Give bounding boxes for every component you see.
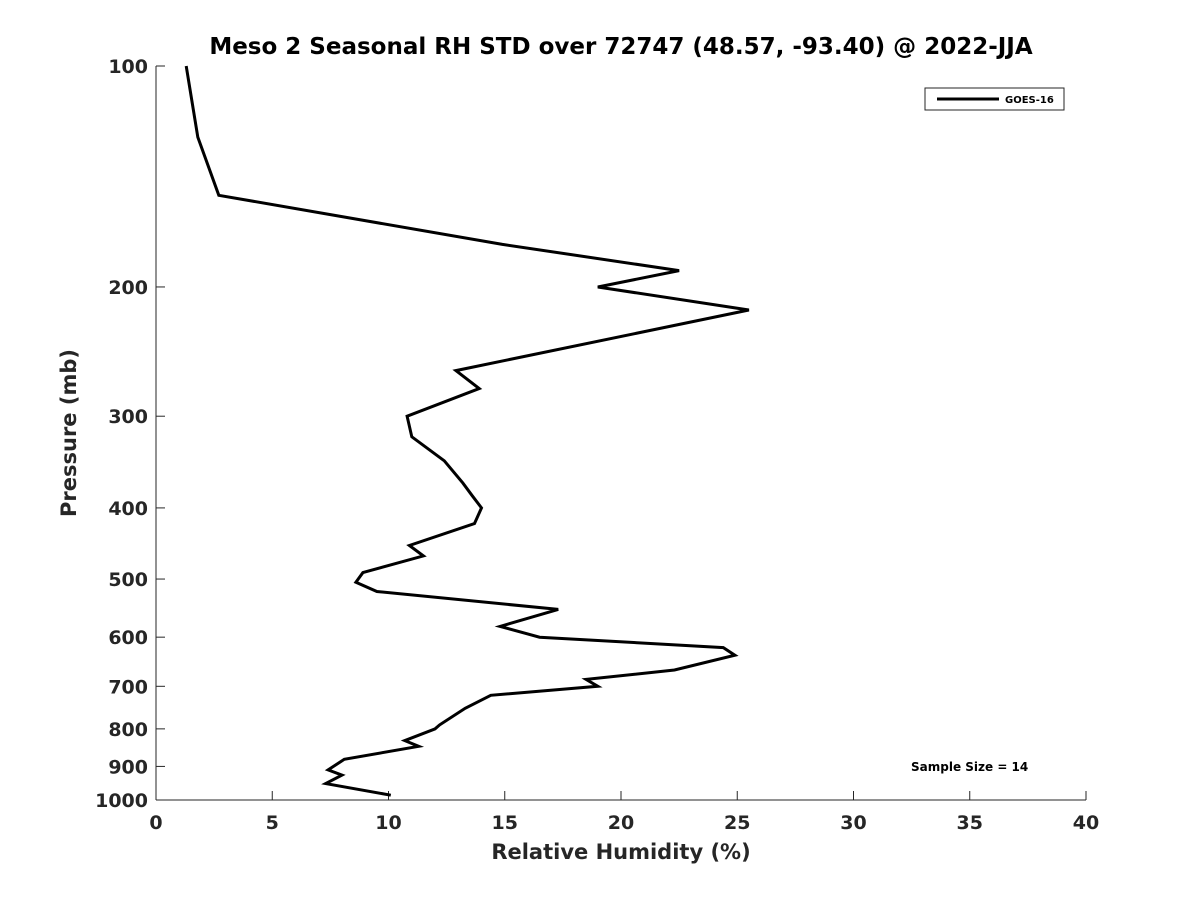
y-tick-label: 800 (108, 719, 148, 741)
chart-title: Meso 2 Seasonal RH STD over 72747 (48.57… (209, 34, 1033, 60)
y-tick-label: 200 (108, 277, 148, 299)
y-tick-label: 100 (108, 56, 148, 78)
x-tick-label: 30 (840, 812, 866, 834)
y-tick-label: 600 (108, 627, 148, 649)
y-tick-label: 500 (108, 569, 148, 591)
x-tick-label: 35 (957, 812, 983, 834)
y-tick-label: 1000 (95, 790, 148, 812)
y-tick-label: 300 (108, 406, 148, 428)
x-axis-ticks: 0 5 10 15 20 25 30 35 40 (149, 791, 1099, 834)
legend: GOES-16 (924, 87, 1065, 111)
legend-label-goes-16: GOES-16 (1005, 95, 1054, 106)
x-tick-label: 25 (724, 812, 750, 834)
y-axis-label: Pressure (mb) (57, 349, 81, 517)
x-tick-label: 15 (492, 812, 518, 834)
x-tick-label: 5 (266, 812, 279, 834)
y-axis-ticks: 100 200 300 400 500 600 700 800 900 1000 (95, 56, 165, 812)
series-lines (184, 65, 750, 797)
x-axis-label: Relative Humidity (%) (491, 840, 750, 864)
series-line-goes-16 (184, 65, 750, 797)
sample-size-annotation: Sample Size = 14 (911, 760, 1028, 774)
x-tick-label: 20 (608, 812, 634, 834)
y-tick-label: 400 (108, 498, 148, 520)
axes (155, 66, 1086, 801)
x-tick-label: 0 (149, 812, 162, 834)
y-tick-label: 900 (108, 756, 148, 778)
x-tick-label: 40 (1073, 812, 1099, 834)
x-tick-label: 10 (375, 812, 401, 834)
y-tick-label: 700 (108, 676, 148, 698)
